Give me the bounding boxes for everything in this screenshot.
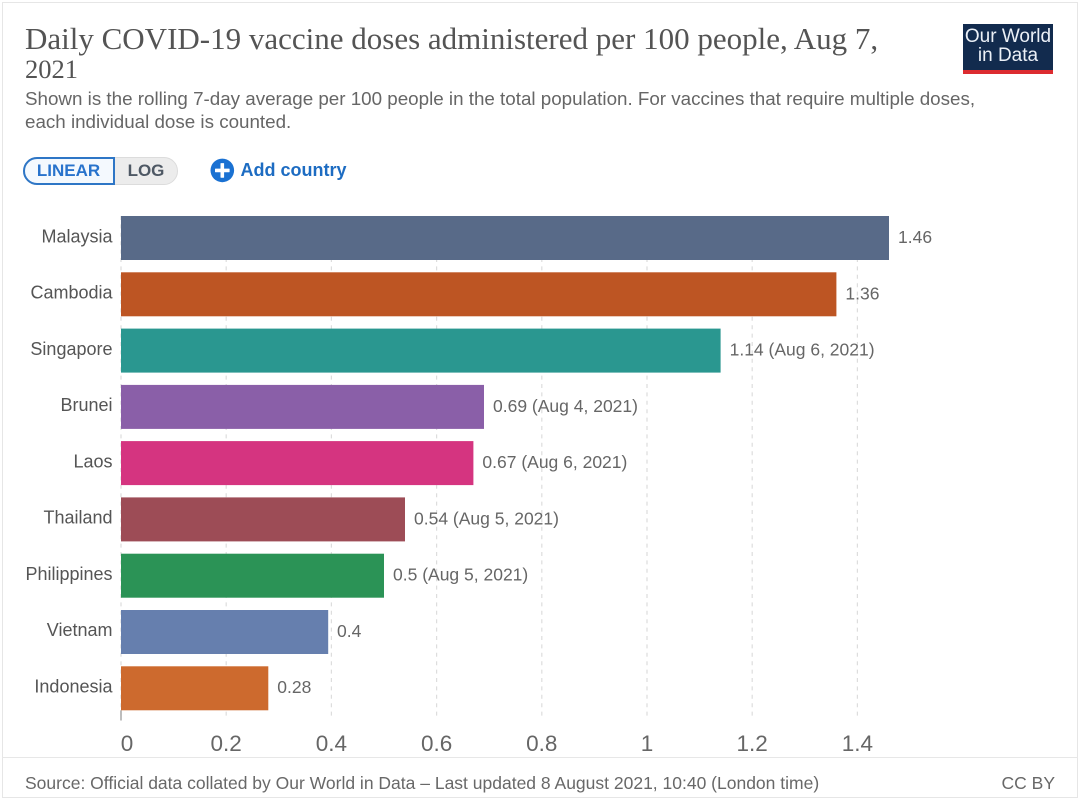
svg-text:0.8: 0.8	[526, 731, 557, 756]
svg-text:1.14 (Aug 6, 2021): 1.14 (Aug 6, 2021)	[730, 340, 875, 360]
svg-text:Singapore: Singapore	[30, 339, 112, 359]
svg-text:1.46: 1.46	[898, 227, 932, 247]
svg-text:Malaysia: Malaysia	[41, 226, 113, 246]
svg-text:0: 0	[121, 731, 134, 756]
svg-text:0.67 (Aug 6, 2021): 0.67 (Aug 6, 2021)	[482, 452, 627, 472]
svg-text:Indonesia: Indonesia	[34, 676, 113, 696]
svg-text:Vietnam: Vietnam	[47, 620, 113, 640]
svg-text:1: 1	[641, 731, 654, 756]
svg-text:0.4: 0.4	[316, 731, 347, 756]
svg-text:0.4: 0.4	[337, 621, 362, 641]
svg-text:Laos: Laos	[73, 451, 112, 471]
svg-text:1.2: 1.2	[737, 731, 768, 756]
svg-text:0.5 (Aug 5, 2021): 0.5 (Aug 5, 2021)	[393, 565, 528, 585]
svg-text:Thailand: Thailand	[43, 508, 112, 528]
svg-text:0.54 (Aug 5, 2021): 0.54 (Aug 5, 2021)	[414, 508, 559, 528]
svg-text:Cambodia: Cambodia	[30, 283, 113, 303]
svg-text:Brunei: Brunei	[60, 395, 112, 415]
svg-text:0.69 (Aug 4, 2021): 0.69 (Aug 4, 2021)	[493, 396, 638, 416]
svg-text:1.4: 1.4	[842, 731, 873, 756]
svg-text:1.36: 1.36	[845, 283, 879, 303]
svg-text:Philippines: Philippines	[25, 564, 112, 584]
svg-text:0.28: 0.28	[277, 677, 311, 697]
svg-text:0.6: 0.6	[421, 731, 452, 756]
svg-text:0.2: 0.2	[211, 731, 242, 756]
